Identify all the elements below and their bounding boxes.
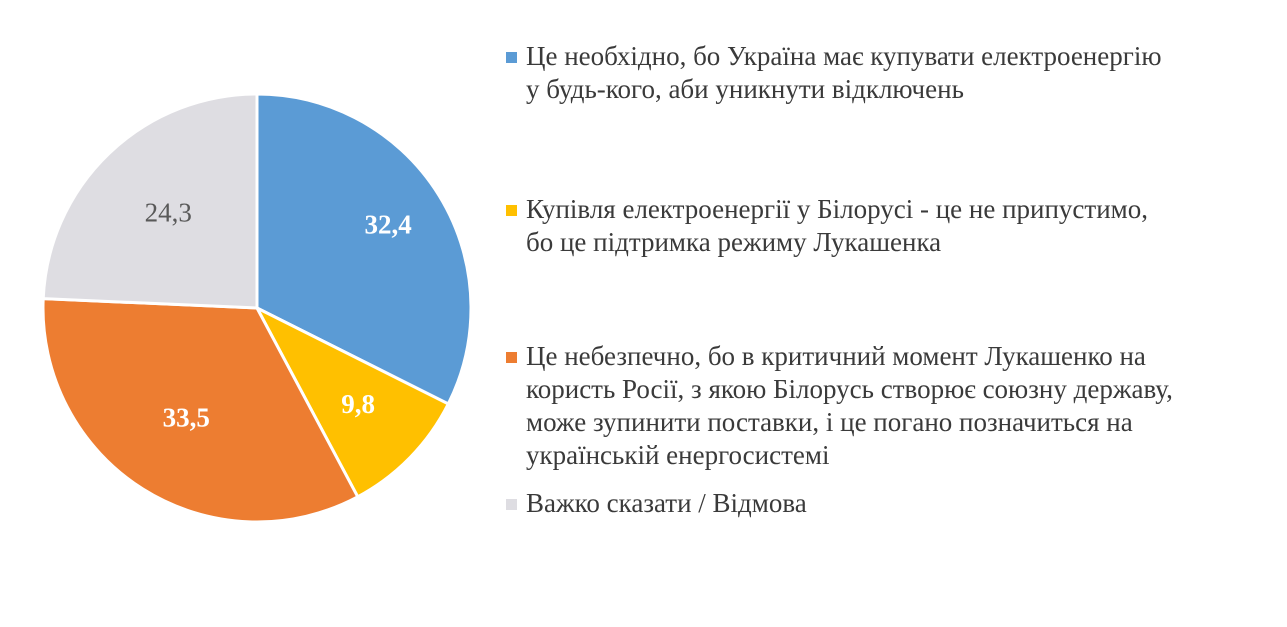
slice-hard-to-say <box>41 92 259 310</box>
slice-dangerous <box>41 297 360 524</box>
legend-item-necessary: Це необхідно, бо Україна має купувати ел… <box>506 40 1266 106</box>
legend-label: Купівля електроенергії у Білорусі - це н… <box>526 194 1149 257</box>
pie-value-label: 32,4 <box>364 209 411 239</box>
legend-label: Важко сказати / Відмова <box>526 488 807 518</box>
pie-value-label: 24,3 <box>145 197 192 227</box>
slice-necessary <box>255 92 473 406</box>
pie-slices <box>41 92 473 524</box>
pie-chart: 32,4 9,8 33,5 24,3 <box>41 92 473 524</box>
legend-item-dangerous: Це небезпечно, бо в критичний момент Лук… <box>506 340 1266 472</box>
pie-value-labels: 32,4 9,8 33,5 24,3 <box>145 197 412 432</box>
pie-value-label: 33,5 <box>163 402 210 432</box>
legend-label: Це необхідно, бо Україна має купувати ел… <box>526 41 1162 104</box>
legend-label: Це небезпечно, бо в критичний момент Лук… <box>526 341 1173 470</box>
pie-value-label: 9,8 <box>341 389 375 419</box>
legend-item-unacceptable: Купівля електроенергії у Білорусі - це н… <box>506 193 1266 259</box>
legend-item-hard-to-say: Важко сказати / Відмова <box>506 487 1266 520</box>
slice-unacceptable <box>253 304 451 499</box>
